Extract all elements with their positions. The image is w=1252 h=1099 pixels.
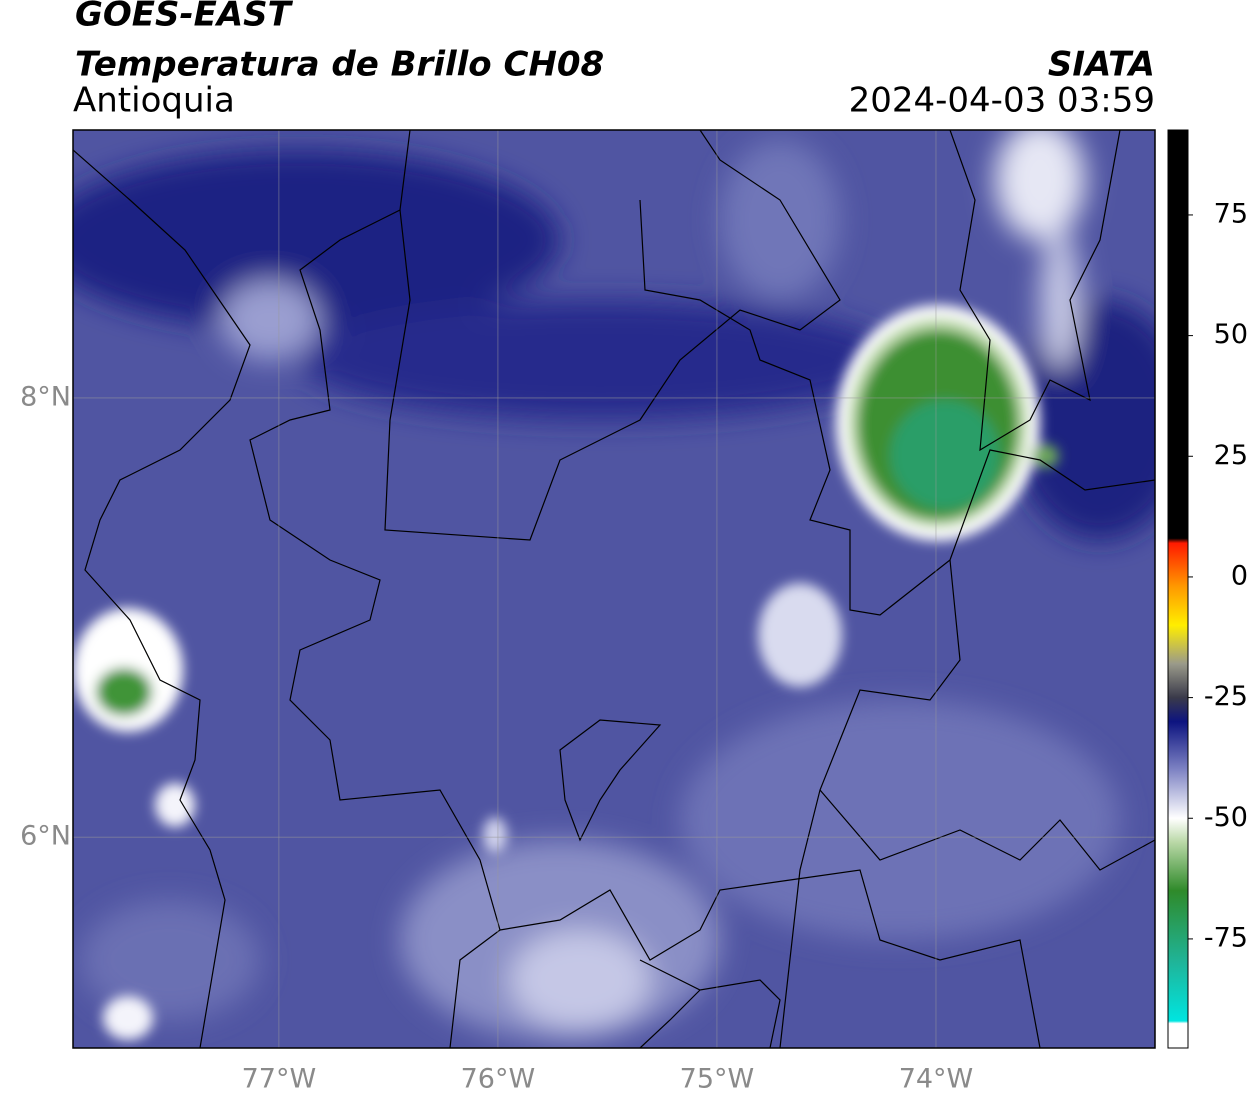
region-label: Antioquia [73, 81, 235, 121]
colorbar-tick-label: -75 [1204, 922, 1248, 953]
source-label: SIATA [1048, 45, 1155, 85]
border [639, 199, 1155, 616]
border [499, 869, 1041, 1048]
colorbar [1167, 129, 1189, 1049]
timestamp: 2024-04-03 03:59 [849, 81, 1155, 121]
colorbar-tick-label: -25 [1204, 681, 1248, 712]
x-tick-label: 75°W [680, 1064, 755, 1095]
colorbar-tick-label: 0 [1231, 560, 1248, 591]
border [949, 130, 1121, 452]
map-frame [72, 129, 1156, 1049]
colorbar-tick-label: 25 [1214, 440, 1248, 471]
x-tick-label: 74°W [899, 1064, 974, 1095]
border [559, 719, 662, 842]
product-title: Temperatura de Brillo CH08 [75, 45, 604, 85]
border [384, 130, 841, 541]
y-tick-label: 8°N [20, 381, 71, 412]
border [639, 959, 781, 1048]
satellite-imagery [73, 130, 1155, 1048]
border [819, 789, 1155, 871]
colorbar-tick-label: -50 [1204, 802, 1248, 833]
satellite-label: GOES-EAST [75, 0, 294, 35]
x-tick-label: 77°W [242, 1064, 317, 1095]
border [779, 559, 961, 1048]
graticule [73, 130, 1155, 1048]
colorbar-tick-label: 50 [1214, 319, 1248, 350]
border [73, 149, 251, 1048]
y-tick-label: 6°N [20, 821, 71, 852]
border [249, 130, 501, 1048]
colorbar-tick-label: 75 [1214, 198, 1248, 229]
x-tick-label: 76°W [461, 1064, 536, 1095]
